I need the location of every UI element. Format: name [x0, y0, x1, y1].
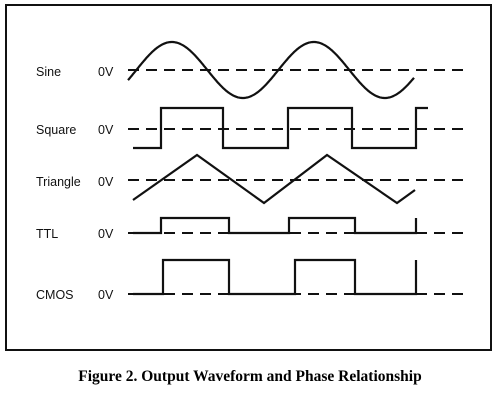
row-sine: Sine 0V: [36, 40, 468, 100]
row-square: Square 0V: [36, 106, 468, 150]
triangle-waveform: [132, 153, 416, 205]
row-cmos: CMOS 0V: [36, 258, 468, 302]
row-triangle: Triangle 0V: [36, 153, 468, 205]
ttl-waveform: [133, 216, 418, 235]
sine-waveform: [127, 40, 415, 100]
ttl-0v-label: 0V: [98, 227, 114, 241]
row-ttl: TTL 0V: [36, 216, 468, 241]
cmos-0v-label: 0V: [98, 288, 114, 302]
figure-caption: Figure 2. Output Waveform and Phase Rela…: [78, 368, 422, 385]
ttl-label: TTL: [36, 227, 58, 241]
cmos-waveform: [133, 258, 418, 296]
square-waveform: [133, 106, 428, 150]
cmos-label: CMOS: [36, 288, 74, 302]
sine-label: Sine: [36, 65, 61, 79]
triangle-0v-label: 0V: [98, 175, 114, 189]
square-label: Square: [36, 123, 76, 137]
square-0v-label: 0V: [98, 123, 114, 137]
figure-frame: [5, 4, 492, 351]
triangle-label: Triangle: [36, 175, 81, 189]
sine-0v-label: 0V: [98, 65, 114, 79]
